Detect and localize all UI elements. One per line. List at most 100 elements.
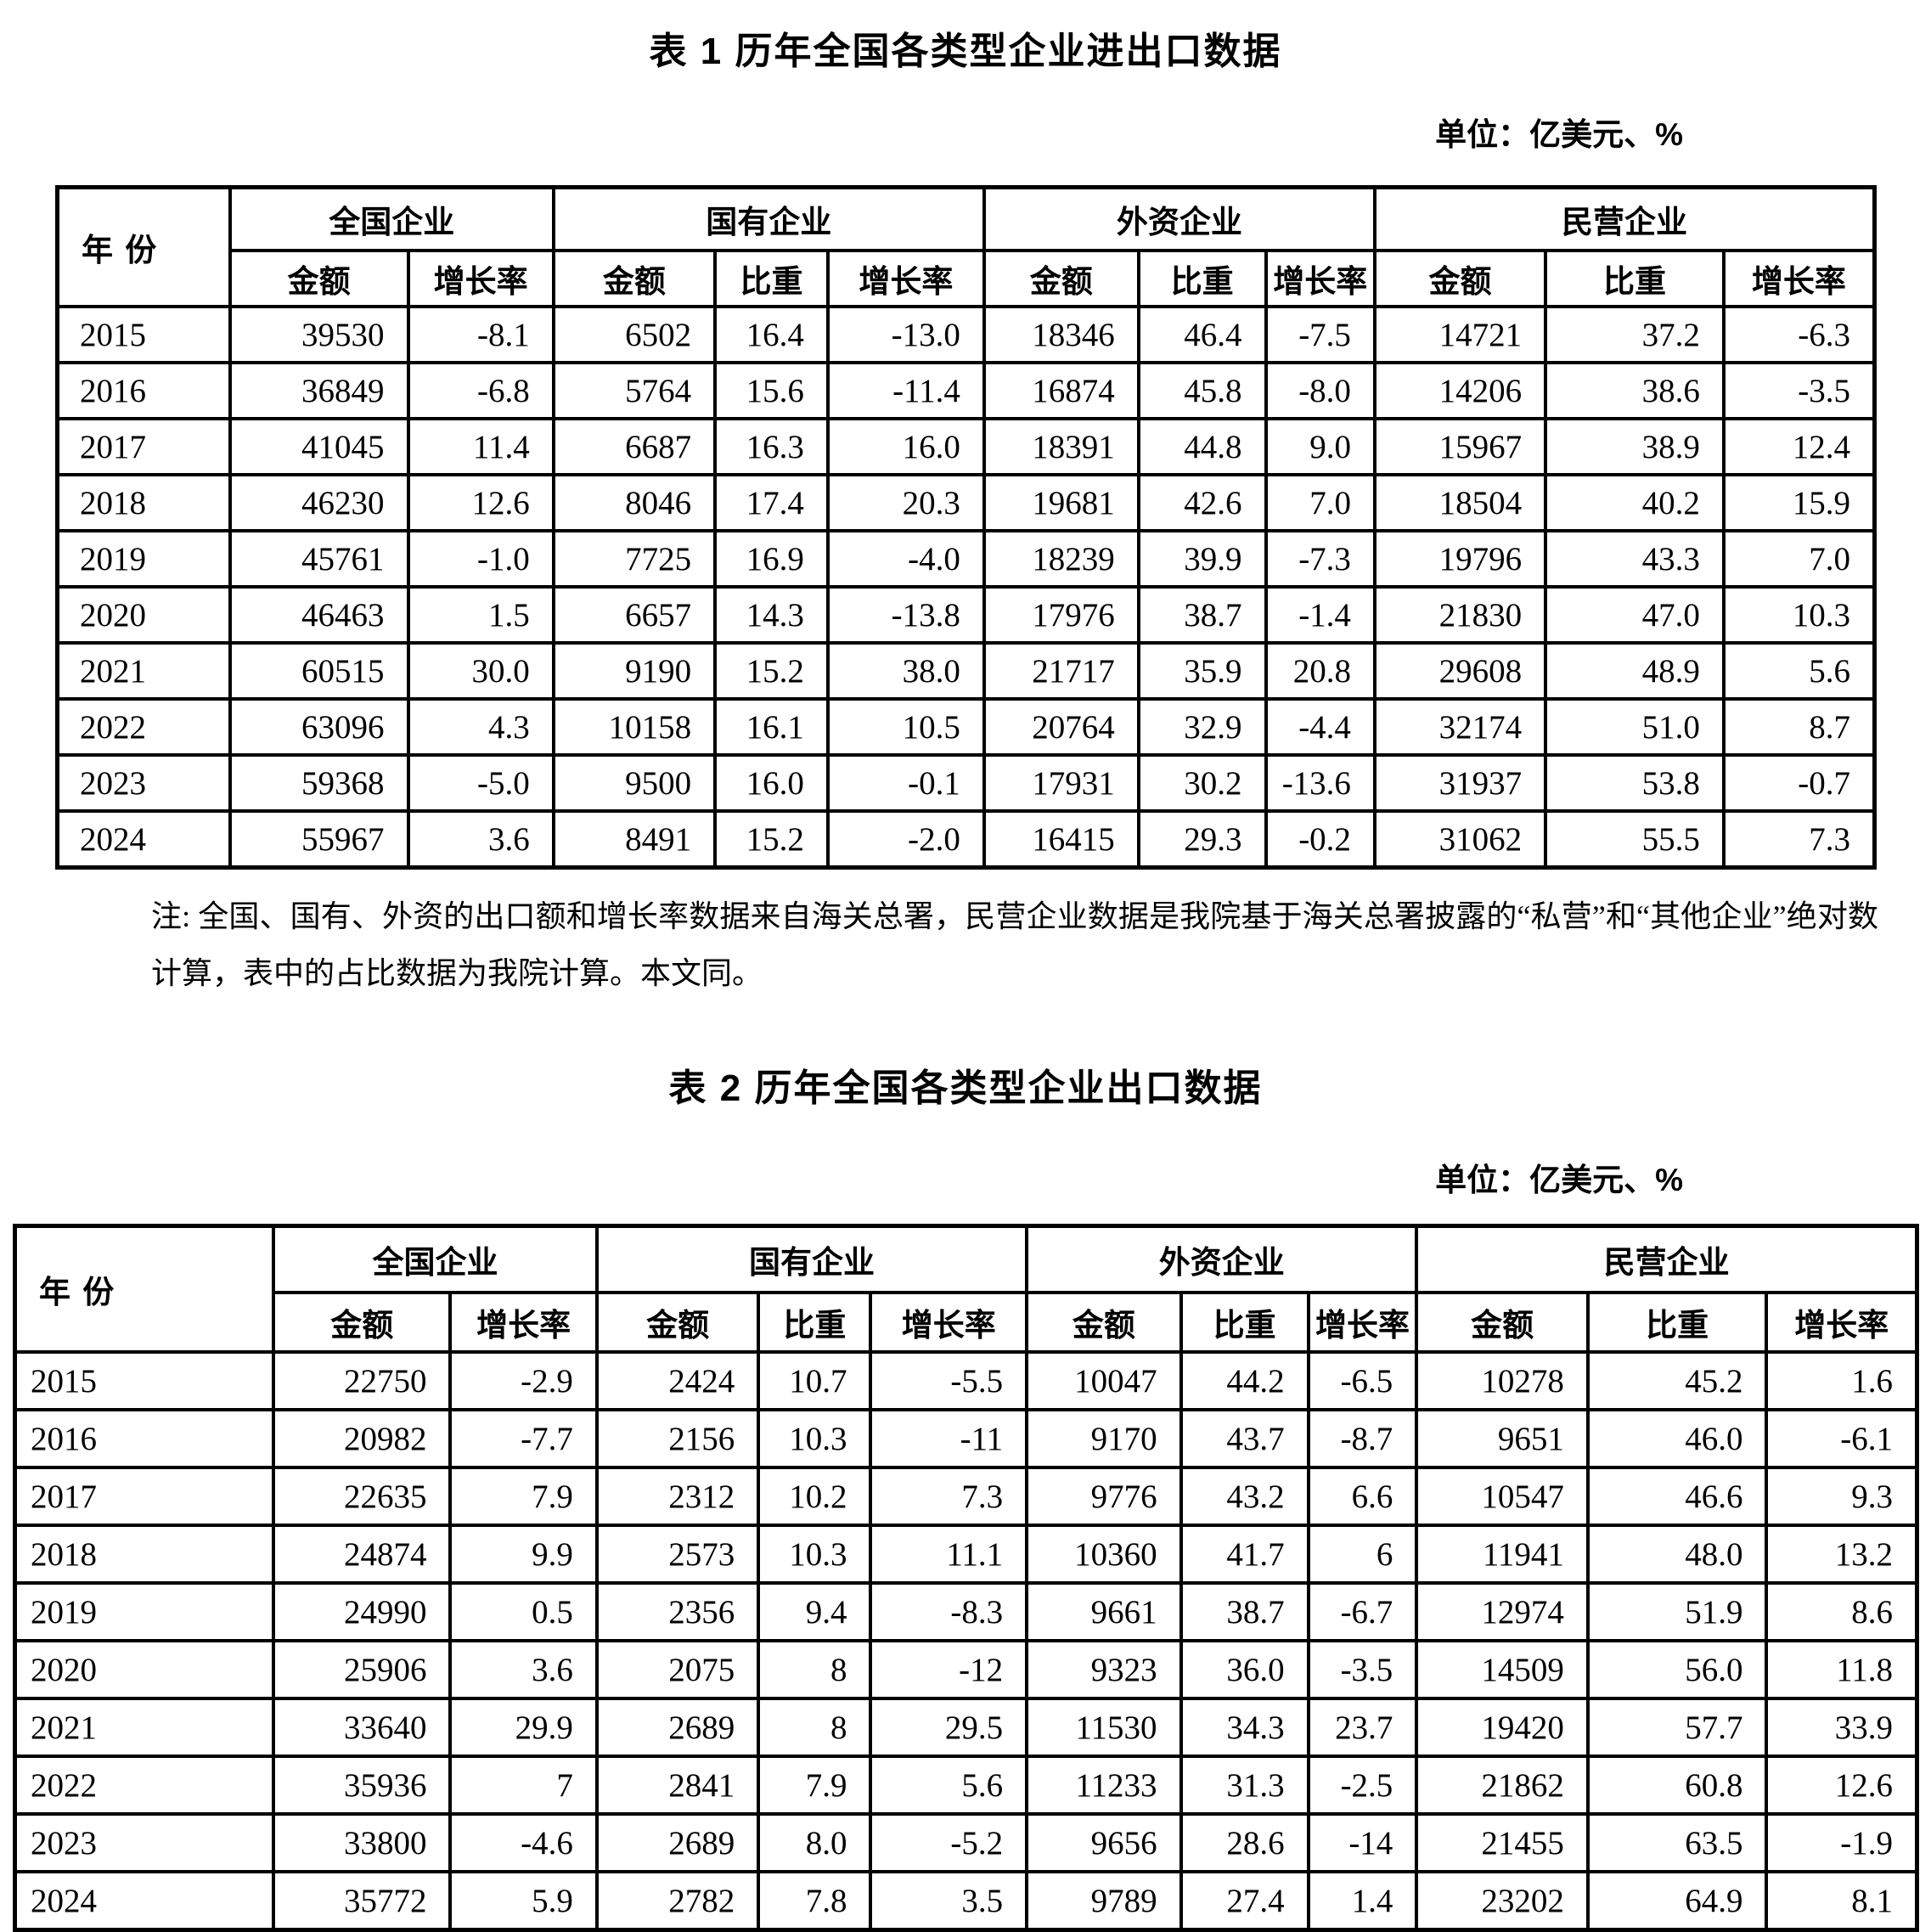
value-cell: 63096	[228, 697, 410, 757]
year-cell: 2022	[55, 697, 232, 757]
value-cell: 2356	[594, 1581, 761, 1643]
col-header-share: 比重	[713, 249, 830, 308]
value-cell: 56.0	[1585, 1639, 1769, 1701]
value-cell: 1.6	[1765, 1350, 1919, 1412]
value-cell: 43.3	[1544, 529, 1726, 589]
value-cell: 20982	[272, 1408, 453, 1470]
value-cell: 2424	[594, 1350, 761, 1412]
table-row: 2023 59368 -5.0 9500 16.0 -0.1 17931 30.2 -13.6 3…	[55, 753, 1877, 813]
col-header-growth: 增长率	[406, 249, 555, 308]
value-cell: 30.2	[1136, 753, 1268, 813]
year-cell: 2024	[55, 809, 232, 870]
value-cell: 13.2	[1765, 1524, 1919, 1586]
year-cell: 2023	[13, 1812, 276, 1874]
value-cell: 16.0	[825, 417, 986, 476]
value-cell: 29.5	[869, 1697, 1029, 1759]
value-cell: 42.6	[1136, 473, 1268, 532]
value-cell: 12974	[1415, 1581, 1590, 1643]
value-cell: 10.3	[757, 1408, 873, 1470]
table1-group-private: 民营企业	[1372, 185, 1877, 252]
value-cell: 24874	[272, 1524, 453, 1586]
year-cell: 2015	[13, 1350, 276, 1412]
value-cell: -1.9	[1765, 1812, 1919, 1874]
value-cell: 37.2	[1544, 305, 1726, 364]
value-cell: 36849	[228, 361, 410, 420]
value-cell: 11.1	[869, 1524, 1029, 1586]
col-header-amount: 金额	[982, 249, 1140, 308]
value-cell: 46.0	[1585, 1408, 1769, 1470]
col-header-growth: 增长率	[448, 1291, 599, 1355]
col-header-share: 比重	[757, 1291, 873, 1355]
year-cell: 2021	[55, 641, 232, 701]
value-cell: 38.7	[1136, 585, 1268, 645]
value-cell: 21862	[1415, 1755, 1590, 1817]
value-cell: 14.3	[713, 585, 830, 645]
value-cell: -11	[869, 1408, 1029, 1470]
table-row: 2023 33800 -4.6 2689 8.0 -5.2 9656 28.6 -14 21455…	[13, 1812, 1919, 1874]
value-cell: 24990	[272, 1581, 453, 1643]
value-cell: 16.3	[713, 417, 830, 476]
value-cell: 21830	[1372, 585, 1548, 645]
value-cell: 7.3	[869, 1466, 1029, 1528]
value-cell: 2841	[594, 1755, 761, 1817]
table1-unit-label: 单位：亿美元、%	[1435, 117, 1683, 152]
value-cell: 25906	[272, 1639, 453, 1701]
value-cell: 20764	[982, 697, 1140, 757]
value-cell: 11.4	[406, 417, 555, 476]
year-cell: 2020	[55, 585, 232, 645]
table1-group-national: 全国企业	[228, 185, 555, 252]
value-cell: 45.2	[1585, 1350, 1769, 1412]
value-cell: -1.0	[406, 529, 555, 589]
value-cell: -7.5	[1264, 305, 1376, 364]
year-cell: 2018	[13, 1524, 276, 1586]
value-cell: 59368	[228, 753, 410, 813]
value-cell: 9190	[551, 641, 718, 701]
value-cell: 9500	[551, 753, 718, 813]
value-cell: 44.2	[1179, 1350, 1310, 1412]
value-cell: 40.2	[1544, 473, 1726, 532]
value-cell: 18391	[982, 417, 1140, 476]
value-cell: 9170	[1025, 1408, 1183, 1470]
value-cell: 8.6	[1765, 1581, 1919, 1643]
value-cell: 6687	[551, 417, 718, 476]
value-cell: 5.6	[1721, 641, 1877, 701]
value-cell: 15.2	[713, 809, 830, 870]
col-header-amount: 金额	[272, 1291, 453, 1355]
value-cell: -2.5	[1306, 1755, 1419, 1817]
value-cell: -2.0	[825, 809, 986, 870]
value-cell: 10.2	[757, 1466, 873, 1528]
value-cell: -13.0	[825, 305, 986, 364]
col-header-amount: 金额	[1025, 1291, 1183, 1355]
value-cell: 57.7	[1585, 1697, 1769, 1759]
table-row: 2019 24990 0.5 2356 9.4 -8.3 9661 38.7 -6.7 12974…	[13, 1581, 1919, 1643]
value-cell: 20.3	[825, 473, 986, 532]
value-cell: 38.9	[1544, 417, 1726, 476]
value-cell: 2689	[594, 1697, 761, 1759]
value-cell: 15.2	[713, 641, 830, 701]
year-cell: 2019	[55, 529, 232, 589]
table2-group-header-row: 年 份 全国企业 国有企业 外资企业 民营企业	[13, 1224, 1919, 1355]
value-cell: 8491	[551, 809, 718, 870]
value-cell: 60515	[228, 641, 410, 701]
value-cell: 23.7	[1306, 1697, 1419, 1759]
value-cell: 9789	[1025, 1870, 1183, 1932]
value-cell: 32174	[1372, 697, 1548, 757]
value-cell: 10.3	[1721, 585, 1877, 645]
value-cell: 7.0	[1264, 473, 1376, 532]
col-header-share: 比重	[1136, 249, 1268, 308]
table-row: 2015 22750 -2.9 2424 10.7 -5.5 10047 44.2 -6.5 10…	[13, 1350, 1919, 1412]
table-row: 2024 55967 3.6 8491 15.2 -2.0 16415 29.3 -0.2 310…	[55, 809, 1877, 870]
value-cell: 12.4	[1721, 417, 1877, 476]
value-cell: 12.6	[406, 473, 555, 532]
table2-title: 表 2 历年全国各类型企业出口数据	[668, 1067, 1263, 1110]
value-cell: 32.9	[1136, 697, 1268, 757]
value-cell: 2573	[594, 1524, 761, 1586]
col-header-growth: 增长率	[1721, 249, 1877, 308]
col-header-growth: 增长率	[1306, 1291, 1419, 1355]
value-cell: 16874	[982, 361, 1140, 420]
value-cell: 9651	[1415, 1408, 1590, 1470]
value-cell: -3.5	[1721, 361, 1877, 420]
col-header-share: 比重	[1544, 249, 1726, 308]
value-cell: 18239	[982, 529, 1140, 589]
value-cell: 11530	[1025, 1697, 1183, 1759]
